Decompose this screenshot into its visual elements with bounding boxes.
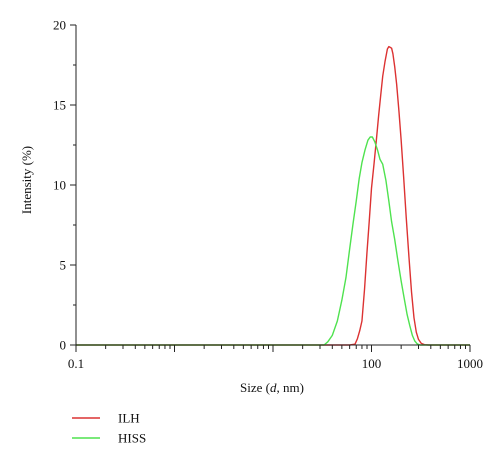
legend-label-hiss: HISS <box>118 431 146 446</box>
series-line-ilh <box>76 45 470 346</box>
x-tick-label: 1000 <box>457 356 483 371</box>
plot-area: 0.1 100 1000 0 5 10 15 20 <box>53 18 483 372</box>
x-axis-label-variable: d <box>270 380 277 395</box>
series-layer <box>76 45 470 346</box>
x-axis: 0.1 100 1000 <box>68 344 483 371</box>
series-line-hiss <box>76 136 470 346</box>
y-tick-label: 15 <box>53 98 66 113</box>
y-axis: 0 5 10 15 20 <box>53 18 77 353</box>
legend: ILH HISS <box>72 411 146 446</box>
x-axis-label: Size (d, nm) <box>240 380 304 395</box>
y-tick-label: 10 <box>53 178 66 193</box>
y-tick-label: 5 <box>60 258 67 273</box>
x-tick-label: 100 <box>362 356 382 371</box>
legend-label-ilh: ILH <box>118 411 140 426</box>
y-tick-label: 0 <box>60 338 67 353</box>
x-tick-label: 0.1 <box>68 356 84 371</box>
y-tick-label: 20 <box>53 18 66 33</box>
y-axis-label: Intensity (%) <box>19 146 34 214</box>
x-axis-label-prefix: Size ( <box>240 380 270 395</box>
x-axis-label-suffix: , nm) <box>277 380 304 395</box>
